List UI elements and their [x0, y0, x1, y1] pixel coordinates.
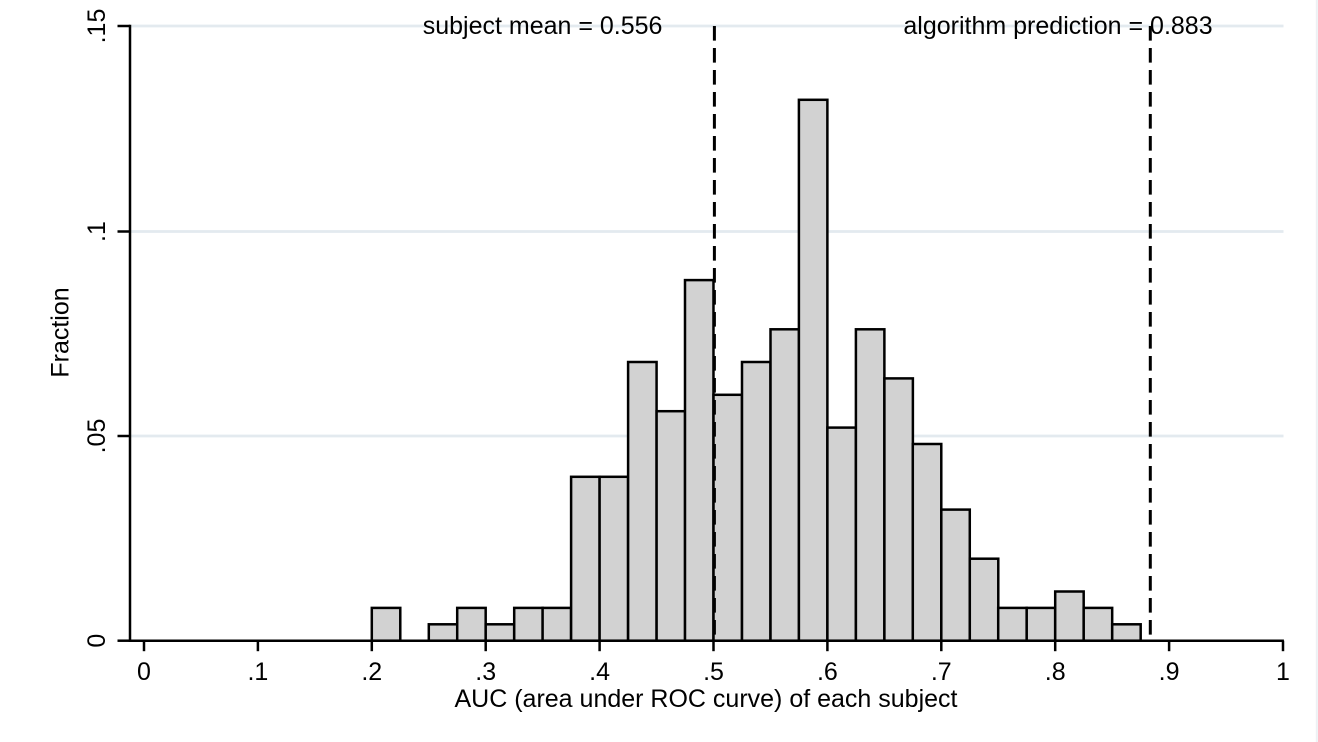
svg-text:1: 1: [1276, 658, 1290, 686]
svg-text:.6: .6: [817, 658, 838, 686]
svg-text:.8: .8: [1045, 658, 1066, 686]
svg-text:AUC (area under ROC curve) of: AUC (area under ROC curve) of each subje…: [455, 685, 958, 713]
svg-text:subject mean = 0.556: subject mean = 0.556: [423, 12, 663, 40]
svg-text:.9: .9: [1159, 658, 1180, 686]
svg-text:.7: .7: [931, 658, 952, 686]
svg-text:algorithm prediction = 0.883: algorithm prediction = 0.883: [903, 12, 1212, 40]
svg-text:.1: .1: [247, 658, 268, 686]
svg-text:.4: .4: [589, 658, 610, 686]
svg-text:0: 0: [137, 658, 151, 686]
svg-text:.05: .05: [83, 419, 111, 454]
svg-text:.5: .5: [703, 658, 724, 686]
svg-text:.2: .2: [361, 658, 382, 686]
svg-text:.3: .3: [475, 658, 496, 686]
svg-text:.15: .15: [83, 9, 111, 44]
svg-text:Fraction: Fraction: [47, 287, 75, 377]
svg-text:.1: .1: [83, 221, 111, 242]
svg-text:0: 0: [83, 634, 111, 648]
